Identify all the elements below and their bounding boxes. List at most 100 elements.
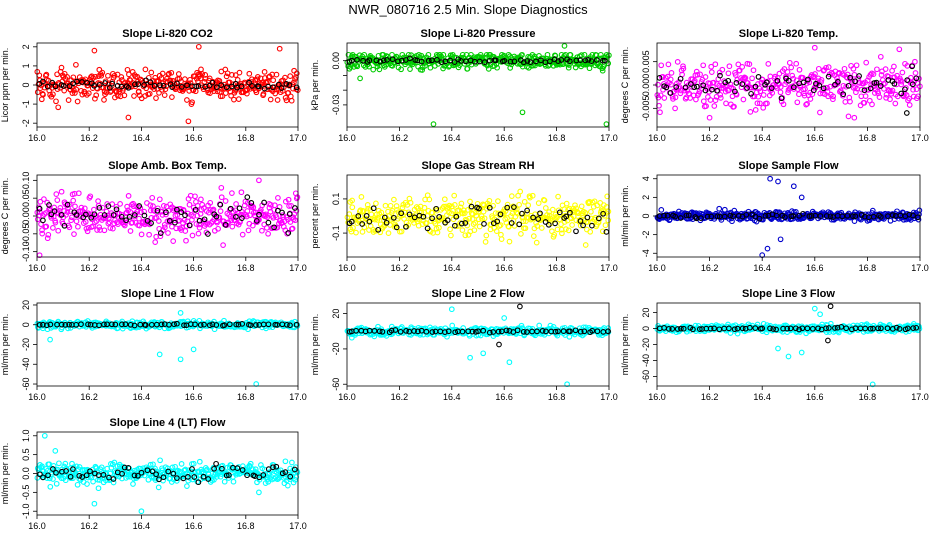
data-point [668, 70, 675, 76]
data-point [52, 448, 59, 454]
data-point [877, 53, 884, 60]
data-point [289, 459, 295, 466]
data-point [398, 228, 405, 235]
data-point [602, 222, 609, 229]
data-point [196, 71, 203, 78]
data-point [432, 220, 439, 227]
x-tick-label: 16.4 [443, 133, 461, 143]
data-point [692, 214, 699, 220]
data-point [561, 219, 568, 225]
data-point [845, 113, 852, 120]
data-point [40, 91, 46, 98]
data-point [220, 242, 226, 248]
data-point [119, 470, 125, 477]
data-point [169, 464, 176, 471]
data-point [198, 196, 204, 203]
x-tick-label: 17.0 [289, 392, 307, 402]
data-point [798, 349, 805, 356]
data-point [574, 54, 581, 61]
data-point [820, 85, 827, 92]
x-tick-label: 16.4 [753, 133, 771, 143]
data-point [667, 76, 674, 83]
data-point [825, 64, 832, 70]
data-point [276, 45, 283, 52]
data-point [793, 60, 800, 67]
data-point [275, 195, 281, 201]
data-point [131, 472, 138, 479]
data-point [282, 94, 289, 101]
y-tick-label: -4 [641, 249, 651, 257]
y-tick-label: -40 [21, 358, 31, 371]
x-tick-label: 16.8 [859, 392, 877, 402]
data-point [910, 86, 916, 93]
data-point [674, 326, 681, 332]
data-point [110, 225, 116, 232]
data-point [142, 66, 149, 73]
data-point [127, 321, 134, 328]
data-point [878, 72, 885, 78]
data-point [870, 213, 877, 220]
data-point [53, 191, 60, 197]
data-point [213, 84, 220, 91]
data-point [685, 212, 692, 219]
data-point [594, 328, 601, 335]
data-point [141, 212, 148, 219]
data-point [694, 83, 700, 90]
data-point [126, 71, 132, 78]
data-point [146, 90, 153, 97]
data-point [445, 328, 452, 335]
data-point [249, 83, 255, 89]
data-point [581, 328, 588, 335]
data-point [811, 305, 818, 312]
data-point [70, 74, 77, 81]
data-point [726, 325, 732, 332]
data-point [357, 75, 363, 82]
data-point [177, 310, 184, 316]
x-tick-label: 16.2 [701, 263, 719, 273]
data-point [292, 217, 299, 224]
data-point [804, 101, 810, 107]
data-point [171, 321, 177, 328]
figure-title: NWR_080716 2.5 Min. Slope Diagnostics [348, 2, 588, 17]
data-point [381, 214, 388, 221]
data-point [764, 100, 770, 107]
data-point [199, 71, 206, 77]
y-tick-label: 0.000 [641, 74, 651, 97]
data-point [721, 213, 728, 220]
data-point [882, 80, 888, 87]
data-point [552, 53, 559, 59]
data-point [66, 224, 73, 231]
y-tick-label: 0 [21, 322, 31, 327]
data-point [156, 196, 163, 203]
data-point [561, 43, 568, 49]
x-tick-label: 16.2 [701, 133, 719, 143]
y-tick-label: -1.0 [21, 503, 31, 519]
data-point [60, 83, 67, 89]
data-point [782, 214, 788, 220]
data-point [66, 201, 73, 208]
data-point [124, 203, 130, 210]
data-point [569, 222, 575, 228]
data-point [600, 210, 606, 217]
data-point [263, 213, 269, 219]
panel-title: Slope Li-820 Pressure [421, 28, 536, 40]
data-point [446, 202, 453, 209]
data-point [58, 188, 65, 195]
data-point [184, 97, 190, 103]
data-point [891, 80, 898, 87]
data-point [764, 245, 771, 252]
data-point [423, 220, 430, 226]
data-point [705, 94, 711, 100]
data-point [405, 51, 412, 58]
data-point [285, 230, 292, 236]
data-point [182, 76, 188, 82]
data-point [115, 221, 121, 227]
data-point [830, 93, 837, 100]
data-point [100, 472, 107, 478]
data-point [236, 69, 243, 76]
data-point [694, 71, 701, 78]
series-all [34, 177, 301, 259]
data-point [451, 59, 458, 65]
x-tick-label: 16.0 [28, 133, 46, 143]
data-point [806, 213, 813, 220]
